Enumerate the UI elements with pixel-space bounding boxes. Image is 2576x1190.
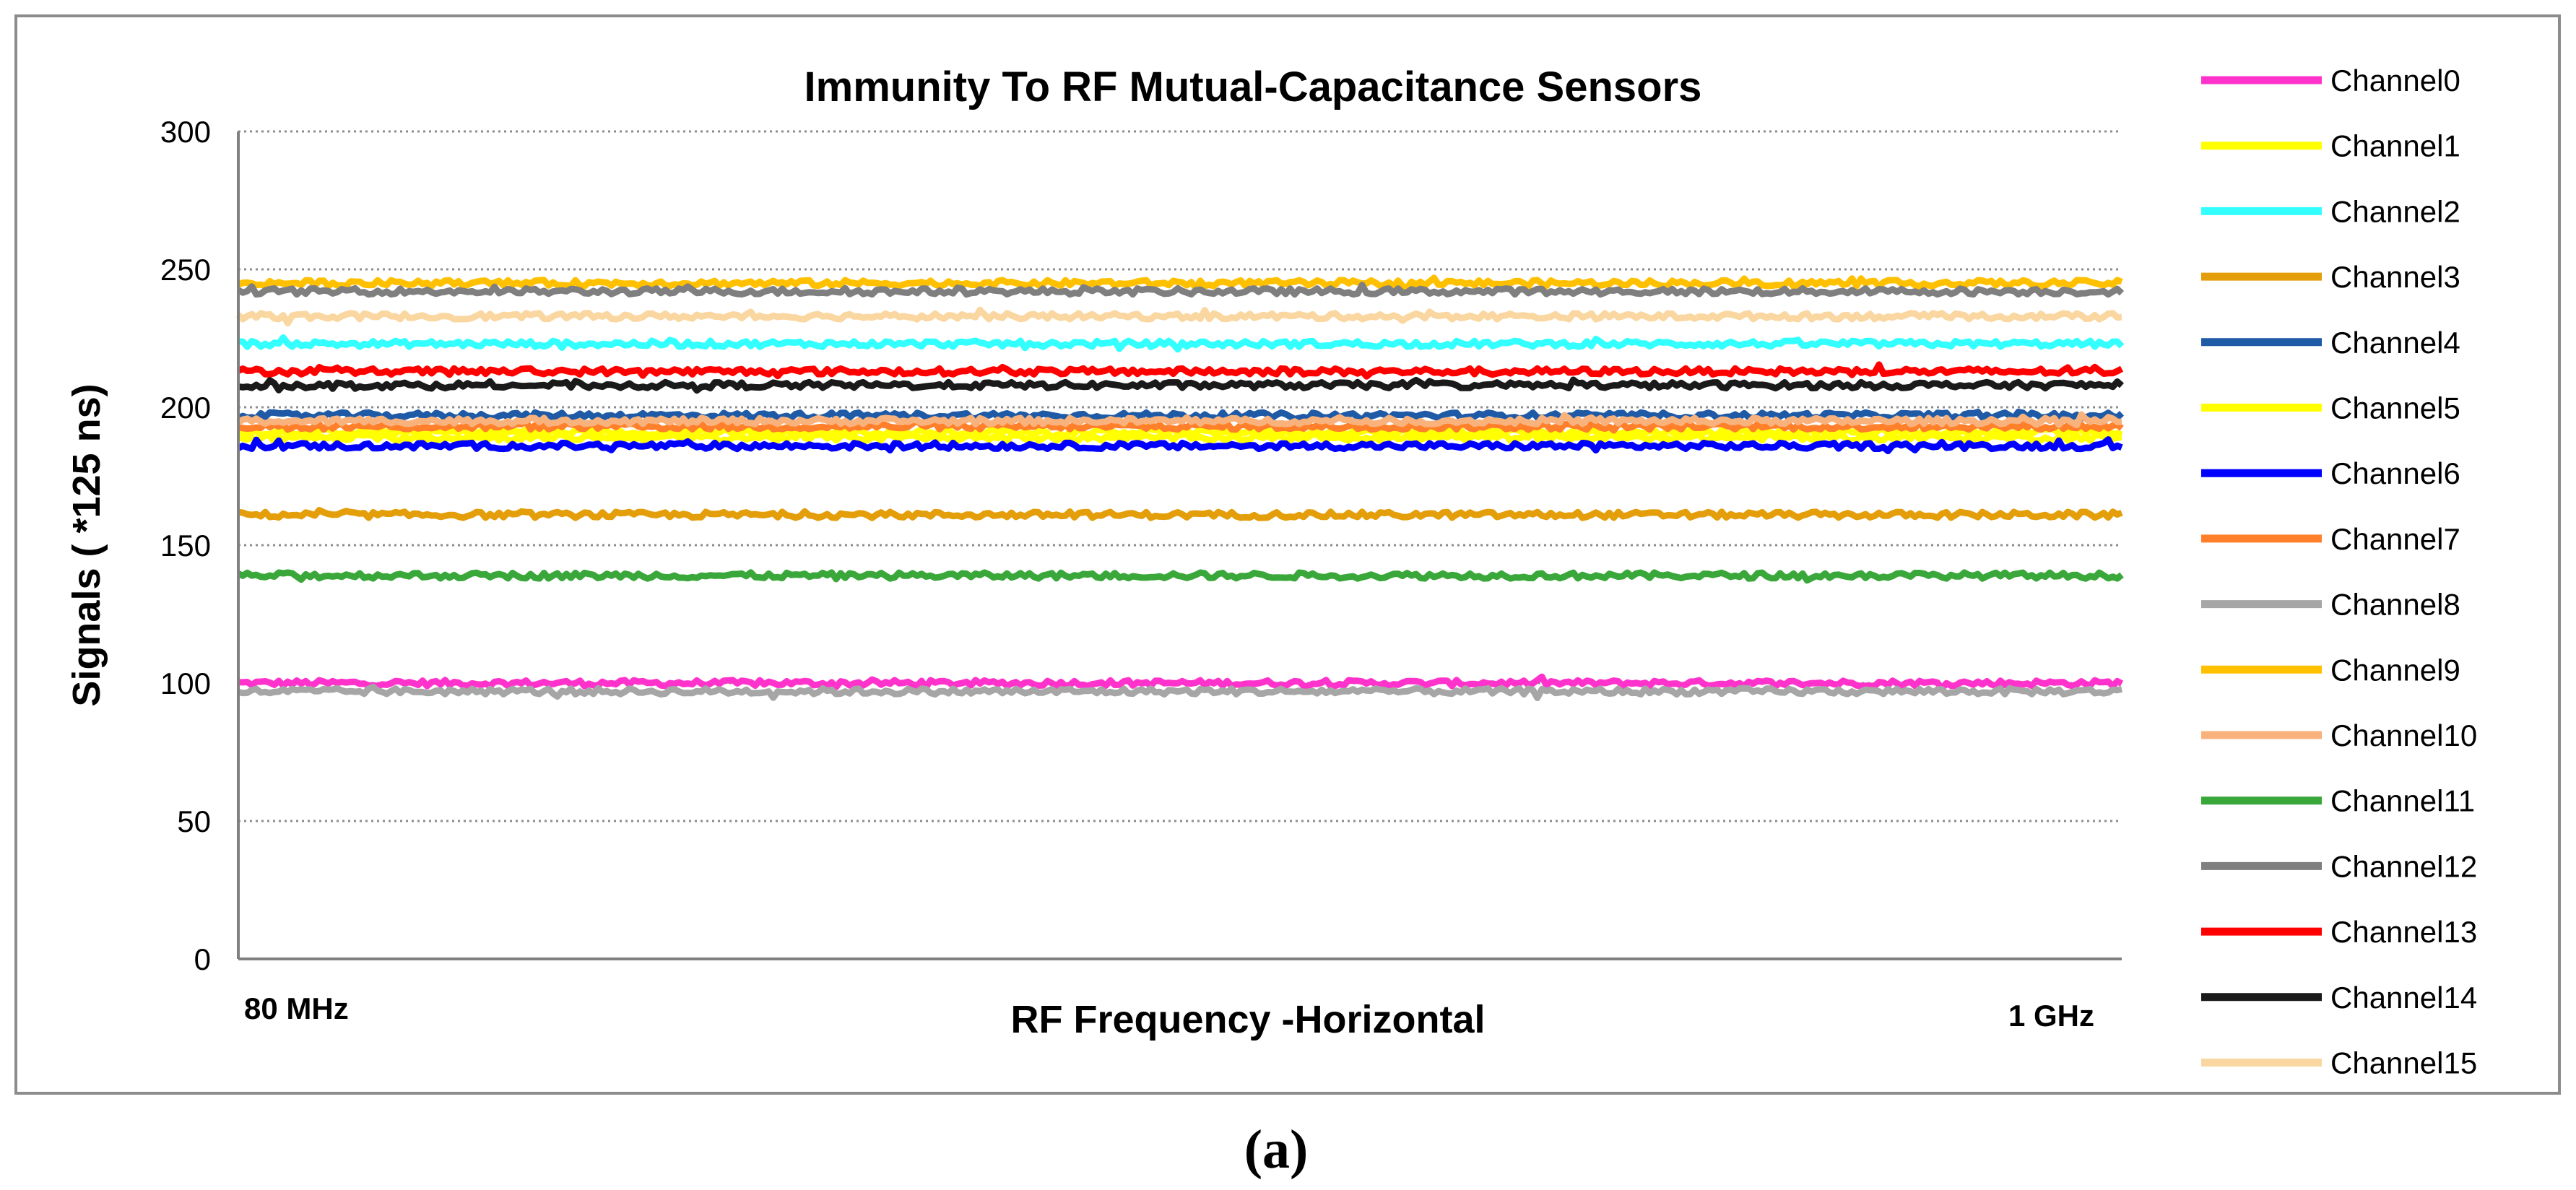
series-line-channel3 (238, 507, 2123, 521)
legend-label: Channel9 (2330, 653, 2460, 687)
chart-title: Immunity To RF Mutual-Capacitance Sensor… (805, 64, 1702, 110)
legend-label: Channel0 (2330, 64, 2460, 97)
legend-label: Channel15 (2330, 1046, 2477, 1080)
legend-label: Channel2 (2330, 194, 2460, 228)
series-line-channel7 (238, 417, 2124, 434)
series-line-channel9 (237, 274, 2123, 292)
y-tick-label: 100 (160, 666, 211, 700)
legend-label: Channel8 (2330, 588, 2460, 622)
series-line-channel11 (236, 569, 2124, 584)
legend-label: Channel1 (2330, 129, 2460, 163)
series-line-channel4 (237, 409, 2125, 424)
x-start-label: 80 MHz (244, 991, 349, 1025)
chart-frame (14, 14, 2561, 1095)
y-tick-label: 50 (177, 804, 211, 838)
legend-label: Channel5 (2330, 391, 2460, 425)
legend-label: Channel6 (2330, 456, 2460, 490)
series-lines (235, 274, 2125, 701)
legend: Channel0 Channel1 Channel2 Channel3 Channel4… (2201, 64, 2477, 1080)
series-line-channel13 (237, 361, 2124, 380)
series-line-channel6 (236, 436, 2123, 455)
legend-label: Channel14 (2330, 981, 2477, 1015)
series-line-channel0 (238, 673, 2124, 692)
legend-label: Channel13 (2330, 915, 2477, 949)
y-tick-label: 150 (160, 529, 211, 563)
series-line-channel2 (238, 334, 2125, 353)
y-axis-label: Signals ( *125 ns) (65, 383, 108, 706)
series-line-channel8 (238, 683, 2123, 701)
y-tick-label: 0 (194, 942, 211, 976)
y-tick-label: 250 (160, 253, 211, 287)
y-tick-label: 300 (160, 115, 211, 149)
figure-caption: (a) (1244, 1119, 1309, 1180)
series-line-channel14 (238, 376, 2124, 394)
series-line-channel15 (235, 306, 2122, 327)
x-end-label: 1 GHz (2008, 999, 2094, 1033)
legend-label: Channel7 (2330, 522, 2460, 556)
legend-label: Channel10 (2330, 718, 2477, 752)
series-line-channel10 (236, 411, 2122, 429)
legend-label: Channel4 (2330, 326, 2460, 360)
x-axis-label: RF Frequency -Horizontal (1010, 998, 1485, 1041)
series-line-channel12 (236, 282, 2125, 298)
legend-label: Channel11 (2330, 784, 2475, 818)
y-tick-labels: 0 50 100 150 200 250 300 (160, 115, 211, 976)
y-tick-label: 200 (160, 391, 211, 425)
series-line-channel5 (238, 427, 2122, 447)
legend-label: Channel3 (2330, 260, 2460, 294)
legend-label: Channel12 (2330, 849, 2477, 883)
